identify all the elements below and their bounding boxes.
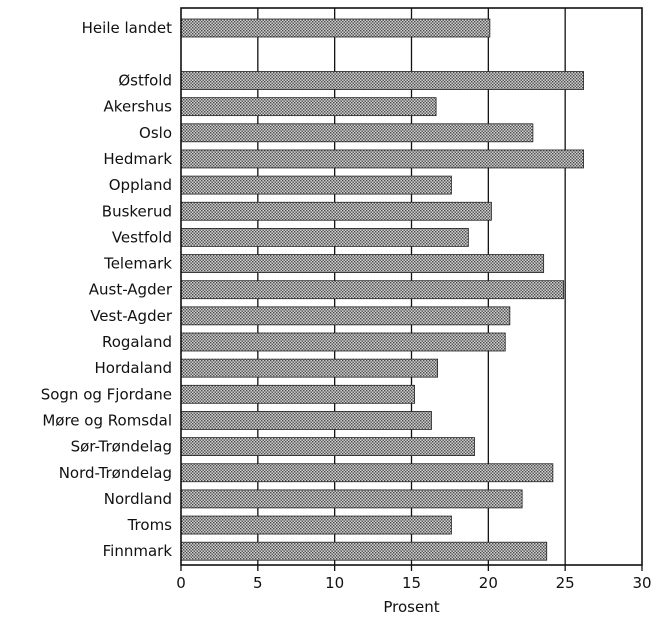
bar — [180, 71, 585, 90]
category-label: Nordland — [104, 490, 172, 508]
category-label: Hedmark — [103, 150, 172, 168]
bar — [180, 175, 452, 195]
x-tick-label: 10 — [325, 574, 344, 592]
x-tick-label: 5 — [253, 574, 263, 592]
bar — [180, 358, 439, 378]
category-label: Sør-Trøndelag — [71, 438, 172, 456]
bar — [180, 384, 415, 404]
bar — [180, 463, 554, 483]
bar — [180, 332, 506, 352]
bar — [180, 437, 475, 457]
x-tick-label: 15 — [402, 574, 421, 592]
bar — [180, 489, 523, 509]
category-label: Oslo — [139, 124, 172, 142]
x-axis-title: Prosent — [383, 598, 439, 616]
bar — [180, 306, 511, 326]
category-label: Østfold — [118, 72, 172, 90]
bar — [180, 97, 437, 117]
x-tick-label: 0 — [176, 574, 186, 592]
category-label: Troms — [127, 516, 173, 534]
bar — [180, 411, 432, 430]
category-label: Heile landet — [82, 19, 172, 37]
category-label: Telemark — [103, 255, 172, 273]
x-tick-label: 25 — [556, 574, 575, 592]
category-label: Hordaland — [95, 359, 172, 377]
x-tick-label: 20 — [479, 574, 498, 592]
category-label: Vestfold — [112, 228, 172, 246]
bar — [180, 541, 548, 561]
x-axis-ticks: 0 5 10 15 20 25 30 — [176, 565, 652, 592]
category-label: Rogaland — [102, 333, 172, 351]
bar — [180, 227, 469, 247]
category-label: Sogn og Fjordane — [41, 385, 172, 403]
category-label: Møre og Romsdal — [42, 411, 172, 429]
bar — [180, 18, 491, 38]
bar — [180, 280, 565, 300]
category-label: Finnmark — [103, 542, 173, 560]
category-label: Buskerud — [102, 202, 172, 220]
bars — [180, 18, 585, 561]
category-label: Aust-Agder — [89, 281, 173, 299]
category-label: Nord-Trøndelag — [59, 464, 172, 482]
bar — [180, 515, 452, 535]
bar — [180, 254, 545, 273]
bar — [180, 123, 534, 143]
category-label: Oppland — [109, 176, 172, 194]
bar — [180, 149, 585, 169]
x-tick-label: 30 — [632, 574, 651, 592]
bar — [180, 201, 492, 221]
category-labels: Heile landet Østfold Akershus Oslo Hedmark Op… — [41, 19, 173, 560]
category-label: Vest-Agder — [90, 307, 173, 325]
category-label: Akershus — [104, 98, 173, 116]
